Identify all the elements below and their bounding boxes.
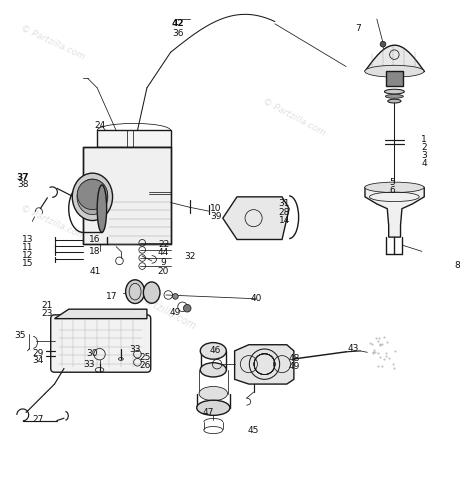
Text: 49: 49	[288, 362, 300, 371]
Text: 35: 35	[14, 331, 26, 340]
Text: 40: 40	[250, 294, 262, 303]
Text: 21: 21	[42, 301, 53, 310]
Ellipse shape	[143, 282, 160, 303]
Text: 43: 43	[347, 344, 359, 353]
Text: 49: 49	[170, 308, 181, 318]
Text: 10: 10	[210, 204, 221, 213]
Ellipse shape	[384, 89, 404, 94]
Text: 17: 17	[106, 292, 117, 301]
Text: 22: 22	[158, 240, 169, 249]
Polygon shape	[223, 197, 289, 240]
Polygon shape	[97, 130, 171, 147]
Text: 28: 28	[279, 207, 290, 217]
Ellipse shape	[200, 342, 227, 359]
Text: 37: 37	[17, 173, 29, 182]
Text: 15: 15	[22, 259, 33, 268]
Text: 33: 33	[129, 345, 141, 354]
Polygon shape	[365, 45, 424, 71]
Circle shape	[77, 179, 108, 210]
Circle shape	[183, 305, 191, 312]
Text: 46: 46	[210, 346, 221, 355]
Text: © Partzilla.com: © Partzilla.com	[19, 204, 86, 241]
Text: 4: 4	[421, 159, 427, 168]
Text: 34: 34	[32, 356, 44, 365]
Text: 39: 39	[210, 212, 221, 221]
Ellipse shape	[77, 179, 108, 215]
Ellipse shape	[365, 65, 424, 77]
Text: 9: 9	[161, 258, 166, 267]
Text: 5: 5	[390, 178, 395, 187]
Ellipse shape	[197, 400, 230, 415]
Text: 41: 41	[89, 267, 100, 276]
Text: 29: 29	[32, 349, 44, 358]
Text: 3: 3	[421, 150, 427, 160]
FancyBboxPatch shape	[386, 71, 403, 86]
Ellipse shape	[72, 173, 113, 220]
Text: 42: 42	[172, 19, 184, 28]
Polygon shape	[365, 187, 424, 237]
Ellipse shape	[388, 99, 401, 103]
Text: © Partzilla.com: © Partzilla.com	[261, 96, 327, 137]
Ellipse shape	[200, 363, 227, 377]
FancyBboxPatch shape	[51, 315, 151, 372]
Text: 26: 26	[139, 361, 150, 370]
Text: 27: 27	[32, 415, 44, 424]
Text: 24: 24	[94, 121, 105, 130]
Text: 18: 18	[89, 247, 100, 256]
Text: 7: 7	[356, 24, 361, 33]
Text: 44: 44	[158, 248, 169, 257]
Circle shape	[380, 41, 386, 47]
Polygon shape	[83, 147, 171, 244]
Ellipse shape	[199, 387, 228, 400]
Text: 33: 33	[83, 360, 95, 369]
Text: 12: 12	[22, 251, 33, 260]
Text: 36: 36	[172, 29, 183, 38]
Text: 8: 8	[455, 261, 460, 270]
Circle shape	[173, 294, 178, 299]
Text: 14: 14	[279, 216, 290, 225]
Text: 16: 16	[89, 235, 100, 244]
Polygon shape	[235, 345, 294, 384]
Text: 20: 20	[158, 267, 169, 276]
Text: © Partzilla.com: © Partzilla.com	[19, 23, 86, 61]
Text: 1: 1	[421, 136, 427, 145]
Text: 6: 6	[390, 186, 395, 195]
Text: artzilla.com: artzilla.com	[142, 296, 198, 331]
Text: 31: 31	[279, 199, 290, 208]
Text: 38: 38	[17, 181, 28, 190]
Text: 13: 13	[22, 235, 33, 244]
Text: 47: 47	[203, 408, 214, 417]
Ellipse shape	[385, 94, 403, 98]
Ellipse shape	[365, 182, 424, 193]
Text: 30: 30	[87, 349, 98, 358]
Ellipse shape	[97, 185, 107, 232]
Text: 48: 48	[288, 354, 300, 364]
Text: 45: 45	[248, 425, 259, 434]
Text: 32: 32	[184, 251, 195, 261]
Text: 23: 23	[42, 309, 53, 319]
Polygon shape	[55, 309, 147, 319]
Text: 2: 2	[421, 143, 427, 151]
Ellipse shape	[126, 280, 145, 304]
Text: 11: 11	[22, 243, 33, 252]
Text: 25: 25	[139, 353, 150, 362]
